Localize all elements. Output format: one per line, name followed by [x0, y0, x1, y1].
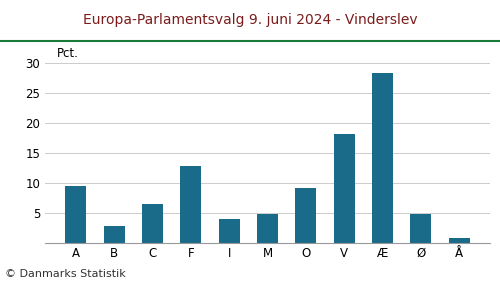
Bar [448, 238, 470, 243]
Bar [334, 134, 354, 243]
Bar [142, 204, 163, 243]
Bar [180, 166, 202, 243]
Bar [410, 214, 432, 243]
Bar [218, 219, 240, 243]
Bar [372, 73, 393, 243]
Text: Europa-Parlamentsvalg 9. juni 2024 - Vinderslev: Europa-Parlamentsvalg 9. juni 2024 - Vin… [82, 13, 417, 27]
Bar [104, 226, 124, 243]
Text: Pct.: Pct. [56, 47, 78, 60]
Text: © Danmarks Statistik: © Danmarks Statistik [5, 269, 126, 279]
Bar [296, 188, 316, 243]
Bar [65, 186, 86, 243]
Bar [257, 214, 278, 243]
